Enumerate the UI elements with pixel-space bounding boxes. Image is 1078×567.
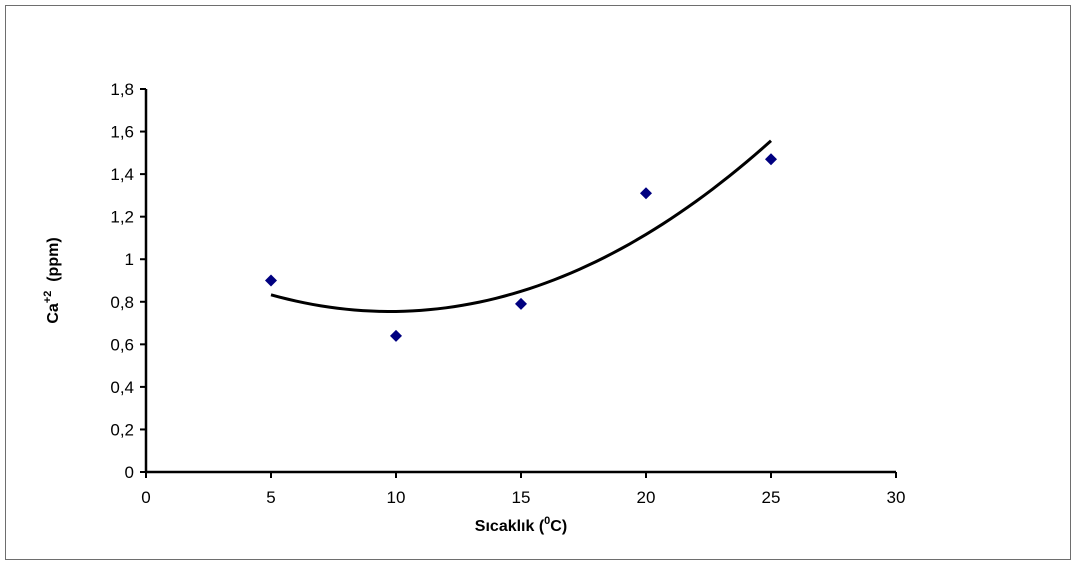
y-tick-label: 0,8 bbox=[110, 293, 134, 312]
x-tick-label: 20 bbox=[637, 488, 656, 507]
y-axis-ticks: 0 0,2 0,4 0,6 0,8 1 1,2 1,4 1,6 1,8 bbox=[110, 80, 146, 482]
data-point bbox=[390, 329, 402, 342]
data-point bbox=[640, 187, 652, 200]
x-tick-label: 30 bbox=[887, 488, 906, 507]
y-axis-title: Ca+2 (ppm) bbox=[42, 237, 62, 323]
y-tick-label: 1,6 bbox=[110, 123, 134, 142]
y-tick-label: 0 bbox=[125, 463, 134, 482]
y-tick-label: 0,2 bbox=[110, 420, 134, 439]
y-tick-label: 1,8 bbox=[110, 80, 134, 99]
x-tick-label: 15 bbox=[512, 488, 531, 507]
data-point bbox=[265, 274, 277, 287]
x-tick-label: 5 bbox=[266, 488, 275, 507]
x-tick-label: 0 bbox=[141, 488, 150, 507]
chart-frame: 0 0,2 0,4 0,6 0,8 1 1,2 1,4 1,6 1,8 0 5 10 15 20 25 30 … bbox=[5, 5, 1071, 560]
x-tick-label: 25 bbox=[762, 488, 781, 507]
y-tick-label: 0,4 bbox=[110, 378, 134, 397]
y-tick-label: 1,4 bbox=[110, 165, 134, 184]
x-axis-ticks: 0 5 10 15 20 25 30 bbox=[141, 472, 905, 507]
y-tick-label: 1 bbox=[125, 250, 134, 269]
y-tick-label: 1,2 bbox=[110, 208, 134, 227]
x-axis-title: Sıcaklık (0C) bbox=[475, 515, 567, 535]
x-tick-label: 10 bbox=[387, 488, 406, 507]
y-tick-label: 0,6 bbox=[110, 335, 134, 354]
data-point bbox=[765, 153, 777, 166]
scatter-chart: 00,20,40,60,811,21,41,61,8 0 5 10 15 20 25 30 … bbox=[42, 80, 905, 535]
data-point bbox=[515, 297, 527, 310]
data-points bbox=[265, 153, 777, 342]
trendline bbox=[270, 139, 772, 313]
